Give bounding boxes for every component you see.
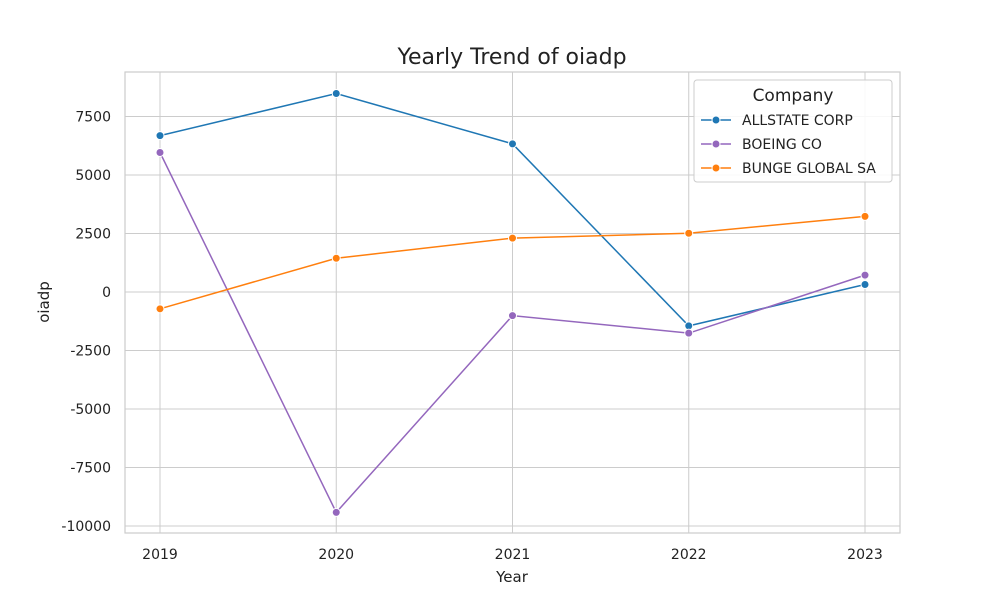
data-point-bunge-global-sa [860,211,870,221]
data-point-allstate-corp [155,131,165,141]
legend: Company ALLSTATE CORP BOEING CO BUNGE GLOB… [693,79,893,183]
x-tick-label: 2022 [671,547,707,563]
y-tick-label: -2500 [70,343,111,359]
data-point-bunge-global-sa [155,304,165,314]
legend-item-allstate-corp: ALLSTATE CORP [701,113,853,129]
data-point-boeing-co [155,147,165,157]
y-tick-label: 7500 [75,109,111,125]
data-point-allstate-corp [331,89,341,99]
data-point-allstate-corp [508,139,517,149]
data-point-bunge-global-sa [684,228,694,238]
y-tick-label: 5000 [75,168,111,184]
data-point-allstate-corp [860,279,870,289]
legend-title: Company [753,86,834,106]
legend-item-bunge-global-sa: BUNGE GLOBAL SA [701,161,876,177]
data-point-boeing-co [684,328,694,338]
x-tick-label: 2020 [318,547,354,563]
y-axis-label: oiadp [35,281,53,323]
legend-dot-marker [711,163,721,173]
legend-label: ALLSTATE CORP [742,113,853,129]
chart-title: Yearly Trend of oiadp [396,45,626,70]
data-point-boeing-co [331,507,341,517]
y-tick-label: 2500 [75,226,111,242]
legend-dot-marker [711,115,721,125]
series-lines [155,89,870,517]
x-tick-label: 2023 [847,547,883,563]
x-tick-labels: 2019 2020 2021 2022 2023 [142,547,883,563]
data-point-boeing-co [860,270,870,280]
data-point-boeing-co [508,311,517,321]
legend-label: BOEING CO [742,137,822,153]
plot-frame [124,71,901,534]
legend-box [693,79,893,183]
y-tick-label: 0 [102,285,111,301]
data-point-bunge-global-sa [508,233,517,243]
y-tick-labels: -10000 -7500 -5000 -2500 0 2500 5000 7500 [61,109,111,535]
x-axis-label: Year [495,568,529,586]
y-tick-label: -7500 [70,460,111,476]
legend-item-boeing-co: BOEING CO [701,137,822,153]
legend-label: BUNGE GLOBAL SA [742,161,876,177]
legend-items: ALLSTATE CORP BOEING CO BUNGE GLOBAL SA [701,113,876,177]
legend-dot-marker [711,139,721,149]
x-tick-label: 2019 [142,547,178,563]
y-tick-label: -10000 [61,519,111,535]
x-tick-label: 2021 [495,547,531,563]
y-tick-label: -5000 [70,402,111,418]
data-point-bunge-global-sa [331,253,341,263]
